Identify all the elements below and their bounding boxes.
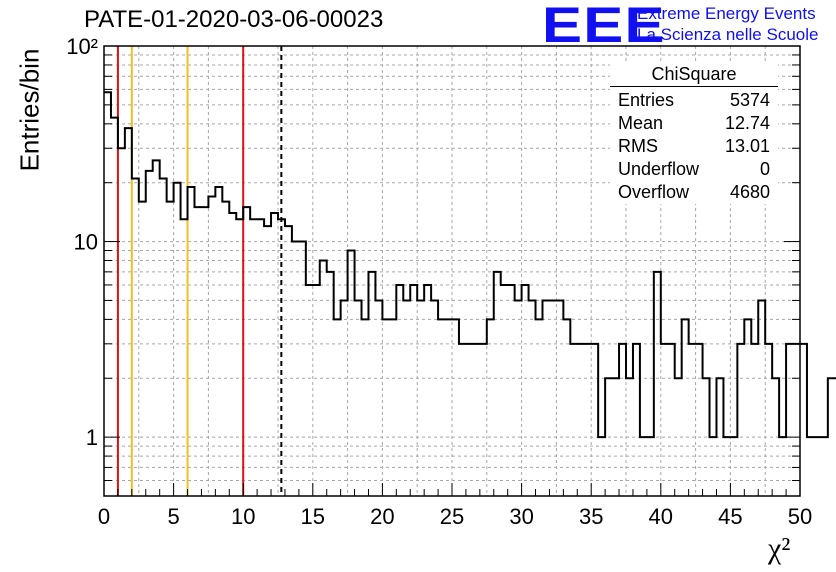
stats-label: RMS [618,136,658,156]
stats-value: 4680 [729,182,770,202]
stats-value: 12.74 [724,113,770,133]
x-tick-label: 45 [718,504,742,529]
stats-row-mean: Mean 12.74 [610,112,778,135]
chart-title: PATE-01-2020-03-06-00023 [84,6,384,33]
x-tick-label: 25 [440,504,464,529]
logo-line-1: Extreme Energy Events [637,4,816,23]
x-tick-label: 5 [167,504,179,529]
x-tick-label: 15 [301,504,325,529]
stats-row-overflow: Overflow 4680 [610,181,778,204]
stats-value: 0 [759,159,770,179]
x-axis-label: χ² [768,532,791,565]
x-tick-label: 40 [649,504,673,529]
stats-label: Overflow [618,182,690,202]
stats-row-underflow: Underflow 0 [610,158,778,181]
stats-row-rms: RMS 13.01 [610,135,778,158]
x-tick-label: 35 [579,504,603,529]
y-tick-label: 10 [74,230,98,255]
x-tick-label: 0 [98,504,110,529]
eee-logo: EEE [542,0,666,53]
stats-row-entries: Entries 5374 [610,89,778,112]
y-tick-label: 10² [66,34,98,59]
stats-box: ChiSquare Entries 5374 Mean 12.74 RMS 13… [610,64,778,204]
y-tick-label: 1 [86,425,98,450]
x-tick-label: 20 [370,504,394,529]
stats-label: Mean [618,113,664,133]
x-tick-label: 50 [788,504,812,529]
histogram-outline [104,91,836,439]
stats-title: ChiSquare [610,64,778,87]
stats-value: 13.01 [724,136,770,156]
stats-label: Underflow [618,159,700,179]
y-axis-label: Entries/bin [14,48,45,172]
logo-line-2: La Scienza nelle Scuole [637,25,819,44]
x-tick-label: 30 [509,504,533,529]
stats-label: Entries [618,90,675,110]
stats-value: 5374 [729,90,770,110]
x-tick-label: 10 [231,504,255,529]
